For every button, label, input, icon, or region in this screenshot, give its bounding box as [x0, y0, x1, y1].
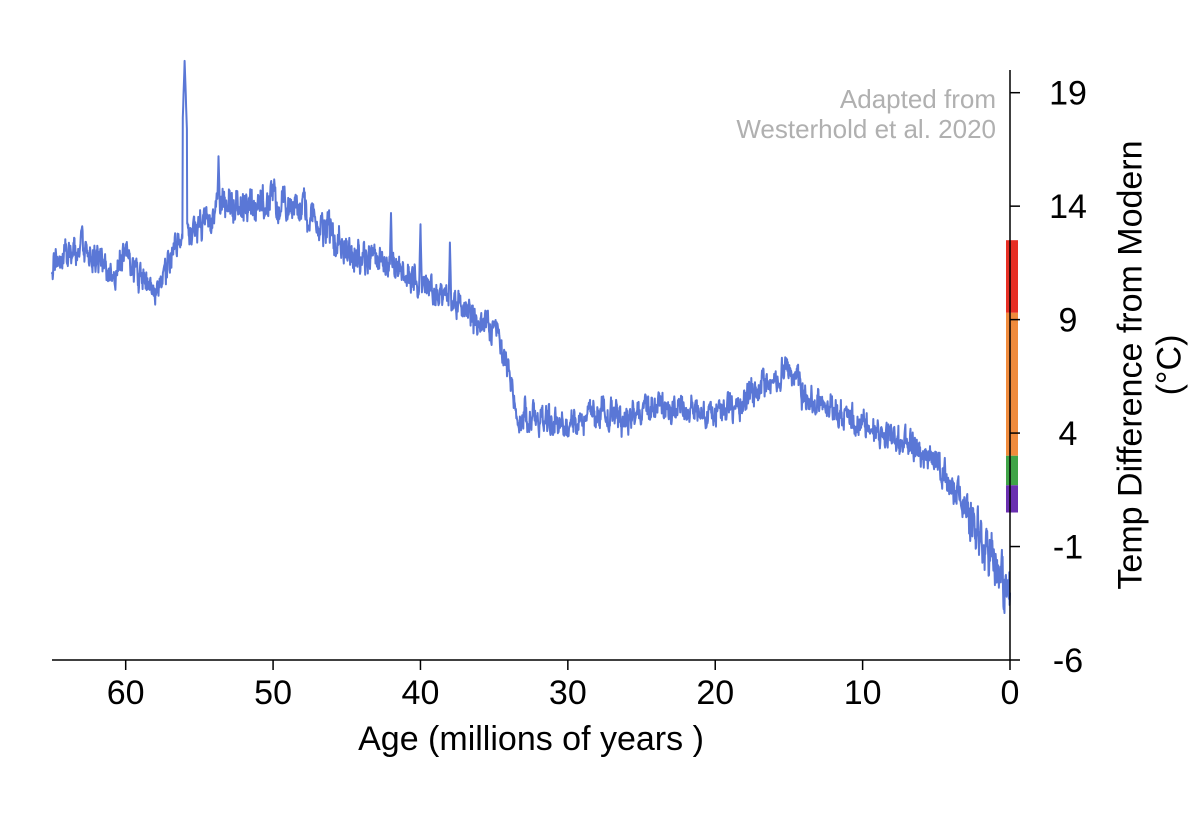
y-tick-label: 4 [1059, 415, 1078, 453]
x-tick-label: 50 [254, 674, 292, 712]
x-tick-label: 60 [107, 674, 145, 712]
climate-state-bar-segment [1006, 240, 1018, 313]
attribution-line1: Adapted from [840, 84, 996, 114]
x-tick-label: 20 [696, 674, 734, 712]
y-tick-label: 19 [1049, 75, 1087, 113]
climate-state-bar-segment [1006, 456, 1018, 486]
x-axis-label: Age (millions of years ) [358, 720, 704, 758]
climate-state-bar-segment [1006, 313, 1018, 456]
x-tick-label: 30 [549, 674, 587, 712]
attribution-line2: Westerhold et al. 2020 [736, 114, 996, 144]
x-tick-label: 10 [844, 674, 882, 712]
y-tick-label: -1 [1053, 529, 1083, 567]
climate-state-bar-segment [1006, 485, 1018, 512]
paleoclimate-chart: 60 50 40 30 20 10 0 Age (millions of years ) 19 1… [0, 0, 1200, 816]
chart-svg: 60 50 40 30 20 10 0 Age (millions of years ) 19 1… [0, 0, 1200, 816]
y-tick-label: -6 [1053, 642, 1083, 680]
y-tick-label: 14 [1049, 188, 1087, 226]
y-tick-label: 9 [1059, 302, 1078, 340]
x-tick-label: 40 [402, 674, 440, 712]
x-tick-label: 0 [1001, 674, 1020, 712]
